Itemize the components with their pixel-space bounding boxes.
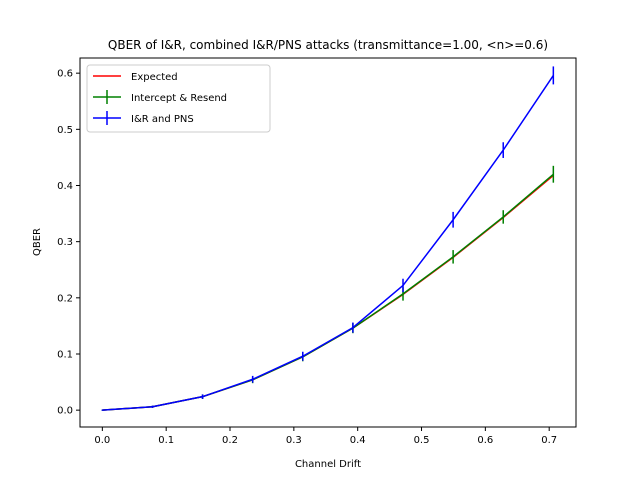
y-axis: 0.0 0.1 0.2 0.3 0.4 0.5 0.6 (57, 69, 80, 417)
x-axis-label: Channel Drift (295, 459, 361, 470)
legend-label: I&R and PNS (131, 114, 194, 125)
chart-title: QBER of I&R, combined I&R/PNS attacks (t… (108, 38, 548, 52)
y-tick-label: 0.5 (57, 125, 73, 136)
y-tick-label: 0.3 (57, 237, 73, 248)
x-tick-label: 0.6 (477, 435, 493, 446)
legend-label: Expected (131, 72, 178, 83)
axes-frame (79, 57, 577, 428)
legend: Expected Intercept & Resend I&R and PNS (86, 64, 271, 133)
y-tick-label: 0.1 (57, 349, 73, 360)
legend-entry: Intercept & Resend (93, 90, 227, 104)
series-line (102, 74, 554, 411)
x-tick-label: 0.2 (222, 435, 238, 446)
legend-box (86, 64, 271, 133)
legend-entry: Expected (93, 72, 178, 83)
x-axis: 0.0 0.1 0.2 0.3 0.4 0.5 0.6 0.7 (94, 427, 557, 446)
y-tick-label: 0.4 (57, 181, 73, 192)
y-tick-label: 0.2 (57, 293, 73, 304)
x-tick-label: 0.5 (414, 435, 430, 446)
series-3 (101, 66, 555, 411)
x-tick-label: 0.7 (541, 435, 557, 446)
y-tick-label: 0.6 (57, 69, 73, 80)
x-tick-label: 0.0 (94, 435, 110, 446)
x-tick-label: 0.1 (158, 435, 174, 446)
legend-entry: I&R and PNS (93, 111, 194, 125)
plot-area (101, 66, 555, 411)
y-tick-label: 0.0 (57, 406, 73, 417)
x-tick-label: 0.3 (286, 435, 302, 446)
x-tick-label: 0.4 (350, 435, 366, 446)
y-axis-label: QBER (32, 228, 43, 256)
legend-label: Intercept & Resend (131, 93, 227, 104)
